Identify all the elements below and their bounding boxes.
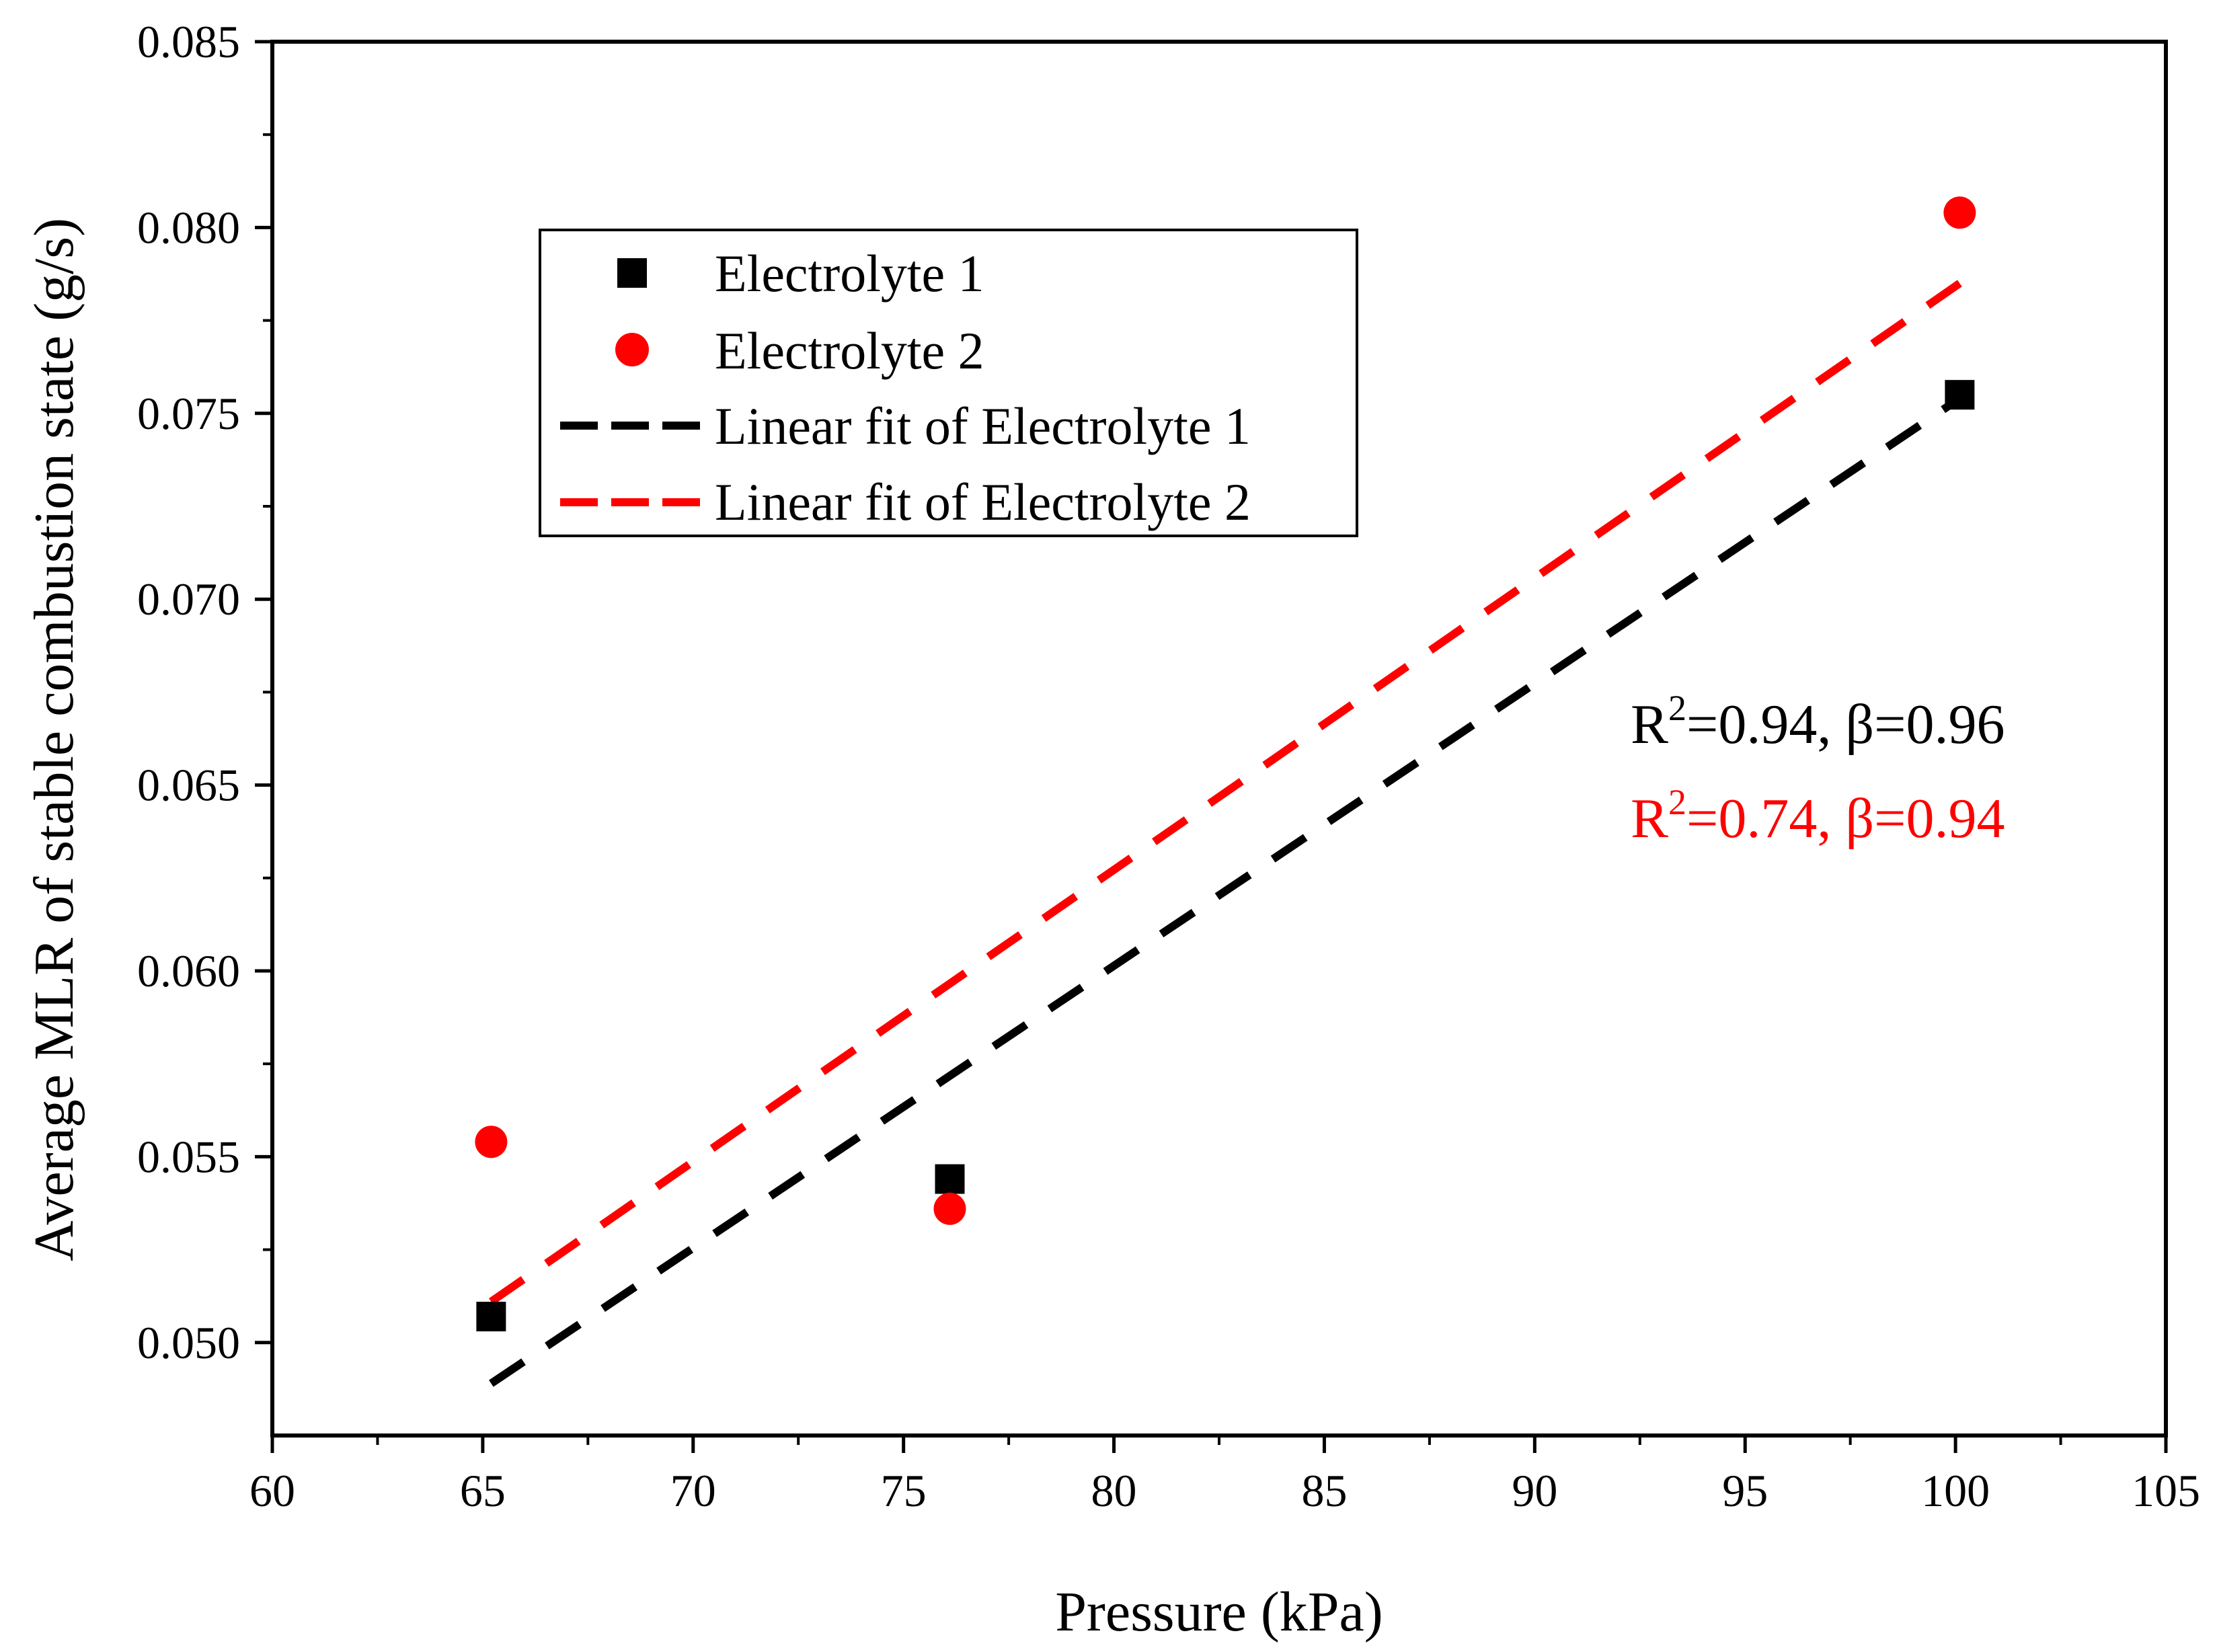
y-axis-label: Average MLR of stable combustion state (… <box>23 218 85 1261</box>
y-tick-label: 0.060 <box>137 945 240 996</box>
fit-line-electrolyte-2 <box>488 280 1962 1305</box>
x-tick-label: 65 <box>460 1465 506 1516</box>
y-tick-label: 0.080 <box>137 202 240 253</box>
annotation-electrolyte-2: R2=0.74, β=0.94 <box>1631 782 2005 850</box>
x-tick-label: 70 <box>670 1465 716 1516</box>
x-axis-ticks: 60 65 70 75 80 85 90 95 100 105 <box>249 1435 2200 1516</box>
point-electrolyte-1 <box>476 1302 506 1332</box>
legend-marker-electrolyte-2 <box>615 333 649 366</box>
y-tick-label: 0.055 <box>137 1131 240 1182</box>
legend-label-fit-2: Linear fit of Electrolyte 2 <box>715 473 1251 531</box>
x-tick-label: 105 <box>2132 1465 2200 1516</box>
y-tick-label: 0.050 <box>137 1317 240 1368</box>
legend-label-electrolyte-2: Electrolyte 2 <box>715 321 984 380</box>
legend: Electrolyte 1 Electrolyte 2 Linear fit o… <box>539 229 1358 537</box>
x-tick-label: 60 <box>249 1465 295 1516</box>
y-tick-label: 0.075 <box>137 388 240 439</box>
fit-line-electrolyte-1 <box>489 395 1962 1387</box>
legend-label-electrolyte-1: Electrolyte 1 <box>715 244 984 303</box>
legend-label-fit-1: Linear fit of Electrolyte 1 <box>715 397 1251 455</box>
point-electrolyte-2 <box>933 1192 966 1225</box>
x-tick-label: 80 <box>1091 1465 1137 1516</box>
y-axis-ticks: 0.050 0.055 0.060 0.065 0.070 0.075 0.080 0.085 <box>137 16 272 1368</box>
x-axis-label: Pressure (kPa) <box>1055 1581 1383 1643</box>
legend-box <box>539 229 1358 537</box>
fit-lines <box>488 280 1962 1387</box>
annotation-electrolyte-1: R2=0.94, β=0.96 <box>1631 688 2005 756</box>
data-points <box>475 196 1976 1332</box>
x-tick-label: 100 <box>1921 1465 1990 1516</box>
x-tick-label: 75 <box>881 1465 927 1516</box>
x-tick-label: 85 <box>1301 1465 1347 1516</box>
point-electrolyte-2 <box>1943 196 1976 229</box>
y-tick-label: 0.065 <box>137 760 240 811</box>
point-electrolyte-1 <box>935 1164 965 1194</box>
y-tick-label: 0.070 <box>137 574 240 625</box>
point-electrolyte-2 <box>475 1126 508 1158</box>
y-tick-label: 0.085 <box>137 16 240 67</box>
x-tick-label: 90 <box>1512 1465 1557 1516</box>
x-tick-label: 95 <box>1722 1465 1768 1516</box>
legend-marker-electrolyte-1 <box>617 258 647 288</box>
point-electrolyte-1 <box>1945 380 1975 410</box>
